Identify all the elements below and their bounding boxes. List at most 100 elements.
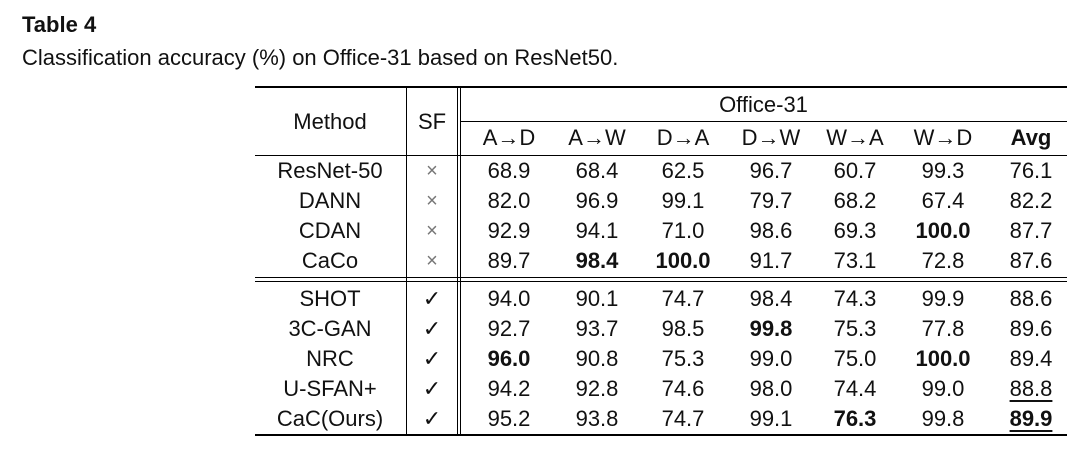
cross-mark-icon: ×	[426, 220, 438, 242]
method-cell: CDAN	[298, 218, 362, 243]
table-row: CaC(Ours) ✓ 95.2 93.8 74.7 99.1 76.3 99.8 89.9	[255, 404, 1067, 434]
check-mark-icon: ✓	[422, 316, 442, 341]
value-cell: 88.6	[1009, 286, 1053, 311]
value-cell: 75.3	[833, 316, 877, 341]
value-cell: 76.3	[833, 406, 877, 431]
value-cell: 93.7	[575, 316, 619, 341]
vline-sf-2	[460, 88, 461, 434]
value-cell: 94.0	[487, 286, 531, 311]
header-col-6: Avg	[1010, 125, 1052, 150]
value-cell: 91.7	[749, 248, 793, 273]
table-row: CDAN × 92.9 94.1 71.0 98.6 69.3 100.0 87.7	[255, 216, 1067, 246]
separator-rule-1	[255, 277, 1067, 278]
value-cell: 99.1	[749, 406, 793, 431]
header-rule	[255, 155, 1067, 156]
value-cell: 92.8	[575, 376, 619, 401]
value-cell: 79.7	[749, 188, 793, 213]
value-cell: 89.9	[1009, 406, 1053, 431]
cross-mark-icon: ×	[426, 160, 438, 182]
value-cell: 75.3	[661, 346, 705, 371]
value-cell: 74.7	[661, 406, 705, 431]
header-col-1: A→W	[568, 125, 626, 150]
value-cell: 99.3	[921, 158, 965, 183]
value-cell: 99.0	[749, 346, 793, 371]
header-group-office31: Office-31	[719, 92, 808, 117]
method-cell: CaCo	[301, 248, 359, 273]
value-cell: 74.4	[833, 376, 877, 401]
value-cell: 73.1	[833, 248, 877, 273]
method-cell: U-SFAN+	[283, 376, 377, 401]
value-cell: 62.5	[661, 158, 705, 183]
value-cell: 98.5	[661, 316, 705, 341]
value-cell: 98.0	[749, 376, 793, 401]
value-cell: 68.4	[575, 158, 619, 183]
check-mark-icon: ✓	[422, 406, 442, 431]
value-cell: 87.7	[1009, 218, 1053, 243]
header-col-2: D→A	[656, 125, 710, 150]
value-cell: 67.4	[921, 188, 965, 213]
value-cell: 89.6	[1009, 316, 1053, 341]
value-cell: 100.0	[915, 218, 971, 243]
value-cell: 75.0	[833, 346, 877, 371]
value-cell: 69.3	[833, 218, 877, 243]
value-cell: 89.4	[1009, 346, 1053, 371]
method-cell: DANN	[298, 188, 362, 213]
value-cell: 77.8	[921, 316, 965, 341]
value-cell: 60.7	[833, 158, 877, 183]
value-cell: 99.1	[661, 188, 705, 213]
value-cell: 96.7	[749, 158, 793, 183]
table-row: SHOT ✓ 94.0 90.1 74.7 98.4 74.3 99.9 88.6	[255, 284, 1067, 314]
value-cell: 87.6	[1009, 248, 1053, 273]
value-cell: 100.0	[915, 346, 971, 371]
header-col-3: D→W	[741, 125, 801, 150]
value-cell: 88.8	[1009, 376, 1053, 401]
check-mark-icon: ✓	[422, 346, 442, 371]
value-cell: 76.1	[1009, 158, 1053, 183]
value-cell: 98.4	[575, 248, 619, 273]
value-cell: 72.8	[921, 248, 965, 273]
method-cell: NRC	[306, 346, 354, 371]
value-cell: 99.9	[921, 286, 965, 311]
method-cell: ResNet-50	[277, 158, 383, 183]
header-col-4: W→A	[826, 125, 884, 150]
separator-rule-2	[255, 281, 1067, 282]
vline-method	[406, 88, 407, 434]
check-mark-icon: ✓	[422, 286, 442, 311]
value-cell: 74.7	[661, 286, 705, 311]
value-cell: 68.9	[487, 158, 531, 183]
group-underline	[461, 121, 1067, 122]
table-row: NRC ✓ 96.0 90.8 75.3 99.0 75.0 100.0 89.4	[255, 344, 1067, 374]
table-caption-title: Table 4	[22, 12, 97, 37]
top-rule	[255, 86, 1067, 88]
header-col-5: W→D	[913, 125, 973, 150]
vline-sf-1	[457, 88, 458, 434]
value-cell: 82.0	[487, 188, 531, 213]
value-cell: 74.6	[661, 376, 705, 401]
table-caption-text: Classification accuracy (%) on Office-31…	[22, 45, 619, 70]
value-cell: 99.0	[921, 376, 965, 401]
value-cell: 96.9	[575, 188, 619, 213]
value-cell: 94.2	[487, 376, 531, 401]
value-cell: 74.3	[833, 286, 877, 311]
value-cell: 99.8	[749, 316, 793, 341]
value-cell: 98.4	[749, 286, 793, 311]
value-cell: 94.1	[575, 218, 619, 243]
table-row: ResNet-50 × 68.9 68.4 62.5 96.7 60.7 99.3 76.1	[255, 156, 1067, 186]
value-cell: 99.8	[921, 406, 965, 431]
value-cell: 93.8	[575, 406, 619, 431]
value-cell: 71.0	[661, 218, 705, 243]
value-cell: 82.2	[1009, 188, 1053, 213]
table-row: DANN × 82.0 96.9 99.1 79.7 68.2 67.4 82.2	[255, 186, 1067, 216]
value-cell: 100.0	[655, 248, 711, 273]
header-method: Method	[293, 109, 367, 134]
table-row: U-SFAN+ ✓ 94.2 92.8 74.6 98.0 74.4 99.0 88.8	[255, 374, 1067, 404]
check-mark-icon: ✓	[422, 376, 442, 401]
table-row: CaCo × 89.7 98.4 100.0 91.7 73.1 72.8 87.6	[255, 246, 1067, 276]
method-cell: SHOT	[299, 286, 361, 311]
header-sf: SF	[417, 109, 447, 134]
cross-mark-icon: ×	[426, 190, 438, 212]
header-columns-row: A→D A→W D→A D→W W→A W→D Avg	[255, 123, 1067, 153]
value-cell: 92.9	[487, 218, 531, 243]
bottom-rule	[255, 434, 1067, 436]
value-cell: 90.8	[575, 346, 619, 371]
